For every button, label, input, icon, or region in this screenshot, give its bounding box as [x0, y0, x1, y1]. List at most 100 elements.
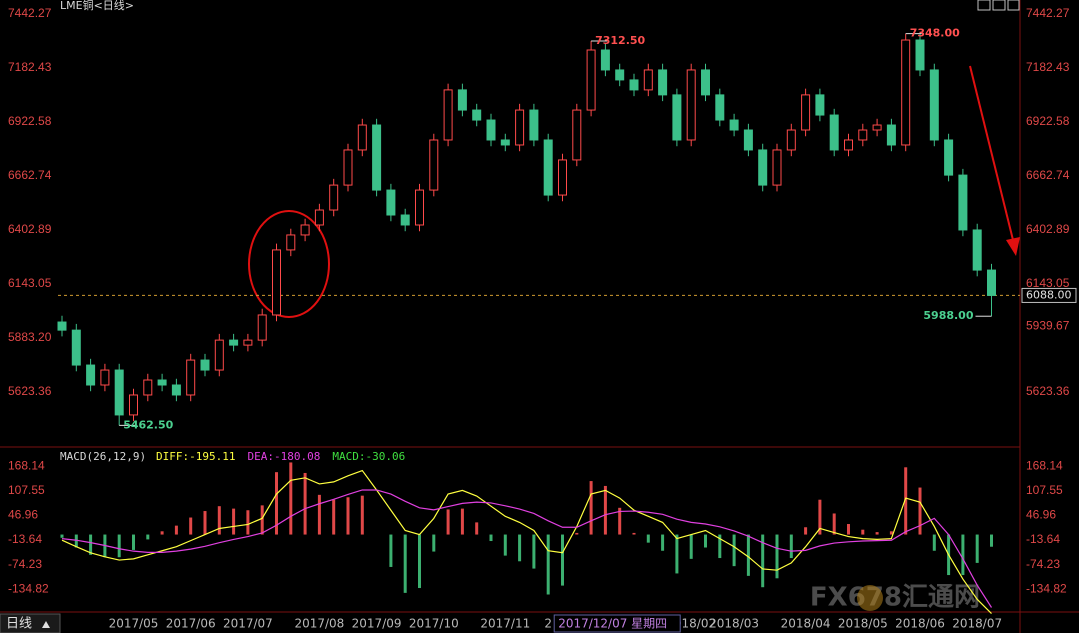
x-tick-label: 2017/09 [352, 617, 402, 631]
macd-bar [460, 508, 464, 535]
candle-body [801, 94, 811, 131]
macd-bar [174, 525, 178, 535]
macd-bar [603, 485, 607, 535]
y2-tick-label: 7182.43 [1026, 60, 1070, 74]
watermark-logo [857, 585, 883, 611]
window-button[interactable] [992, 0, 1006, 11]
macd-bar [246, 510, 250, 535]
macd-bar [146, 534, 150, 540]
x-tick-label: 2018/04 [781, 617, 831, 631]
candle-body [844, 139, 853, 151]
candle-body [286, 234, 296, 251]
y2-tick-label: -134.82 [1026, 581, 1067, 595]
candle-body [443, 89, 453, 141]
x-tick-label: 2018/05 [838, 617, 888, 631]
y-tick-label: 6922.58 [8, 114, 52, 128]
macd-bar [675, 534, 679, 574]
candle-body [858, 129, 868, 141]
macd-bar [789, 534, 793, 559]
y2-tick-label: 7442.27 [1026, 6, 1070, 20]
candle-body [772, 149, 782, 186]
macd-bar [475, 522, 479, 535]
macd-bar [503, 534, 507, 556]
macd-bar [932, 534, 936, 551]
macd-line [61, 489, 993, 608]
y-tick-label: 7182.43 [8, 60, 52, 74]
candle-body [243, 339, 253, 346]
candle-body [600, 49, 610, 71]
macd-bar [389, 534, 393, 567]
y2-tick-label: -13.64 [1026, 532, 1060, 546]
period-button[interactable] [0, 613, 61, 633]
macd-line [61, 469, 992, 615]
candle-body [214, 339, 224, 371]
candle-body [658, 69, 668, 96]
macd-bar [618, 507, 622, 535]
macd-bar [360, 495, 364, 535]
last-price-box [1021, 287, 1077, 303]
y2-tick-label: 5939.67 [1026, 318, 1070, 332]
macd-bar [303, 472, 307, 535]
candle-body [558, 159, 567, 196]
candle-body [314, 209, 324, 226]
period-button-arrow[interactable] [42, 621, 50, 628]
candle-body [71, 329, 81, 366]
macd-bar [561, 534, 564, 586]
macd-bar [189, 517, 193, 535]
y-tick-label: 5883.20 [8, 330, 52, 344]
candle-body [972, 229, 982, 271]
macd-bar [518, 534, 522, 562]
last-price-label: 6088.00 [1026, 288, 1072, 301]
period-button-label[interactable]: 日线 [6, 617, 32, 632]
candle-body [629, 79, 639, 91]
y2-tick-label: 6922.58 [1026, 114, 1070, 128]
candle-body [987, 269, 996, 296]
macd-bar [403, 534, 407, 593]
candle-body [272, 249, 281, 316]
candle-body [143, 379, 153, 396]
candle-body [300, 224, 310, 236]
x-tick-label: 2017/11 [480, 617, 530, 631]
x-tick-label: 2017/10 [409, 617, 459, 631]
window-button[interactable] [1007, 0, 1020, 11]
macd-bar [875, 532, 879, 535]
candle-body [57, 321, 67, 331]
macd-bar [217, 506, 221, 535]
x-tick-label: 2017/07 [223, 617, 273, 631]
macd-bar [646, 534, 650, 543]
macd-bar [804, 527, 808, 535]
candle-body [672, 94, 682, 141]
cursor-label: 2017/12/07 星期四 [558, 617, 667, 631]
candle-body [186, 359, 196, 396]
macd-bar [718, 534, 722, 559]
candle-body [86, 364, 96, 386]
candle-body [386, 189, 396, 216]
candle-body [472, 109, 482, 121]
macd-bar [74, 534, 78, 548]
macd-bar [317, 494, 321, 535]
window-button[interactable] [977, 0, 991, 11]
legend-entry: MACD:-30.06 [332, 450, 405, 463]
macd-bar [160, 531, 164, 535]
macd-bar [689, 534, 693, 559]
y-tick-label: 168.14 [8, 459, 45, 473]
y-tick-label: 6402.89 [8, 222, 52, 236]
macd-bar [546, 534, 550, 595]
y-tick-label: 107.55 [8, 483, 45, 497]
macd-bar [990, 534, 993, 547]
macd-bar [60, 534, 64, 538]
candle-body [372, 124, 382, 191]
macd-bar [589, 481, 593, 535]
candle-body [715, 94, 725, 121]
legend-entry: DIFF:-195.11 [156, 450, 235, 463]
candle-body [944, 139, 954, 176]
x-tick-label: 2017/08 [294, 617, 344, 631]
candle-body [586, 49, 596, 111]
cursor-label-box [553, 614, 681, 633]
y-tick-label: -134.82 [8, 581, 49, 595]
candle-body [901, 39, 911, 146]
macd-bar [89, 534, 93, 555]
candle-body [100, 369, 110, 386]
